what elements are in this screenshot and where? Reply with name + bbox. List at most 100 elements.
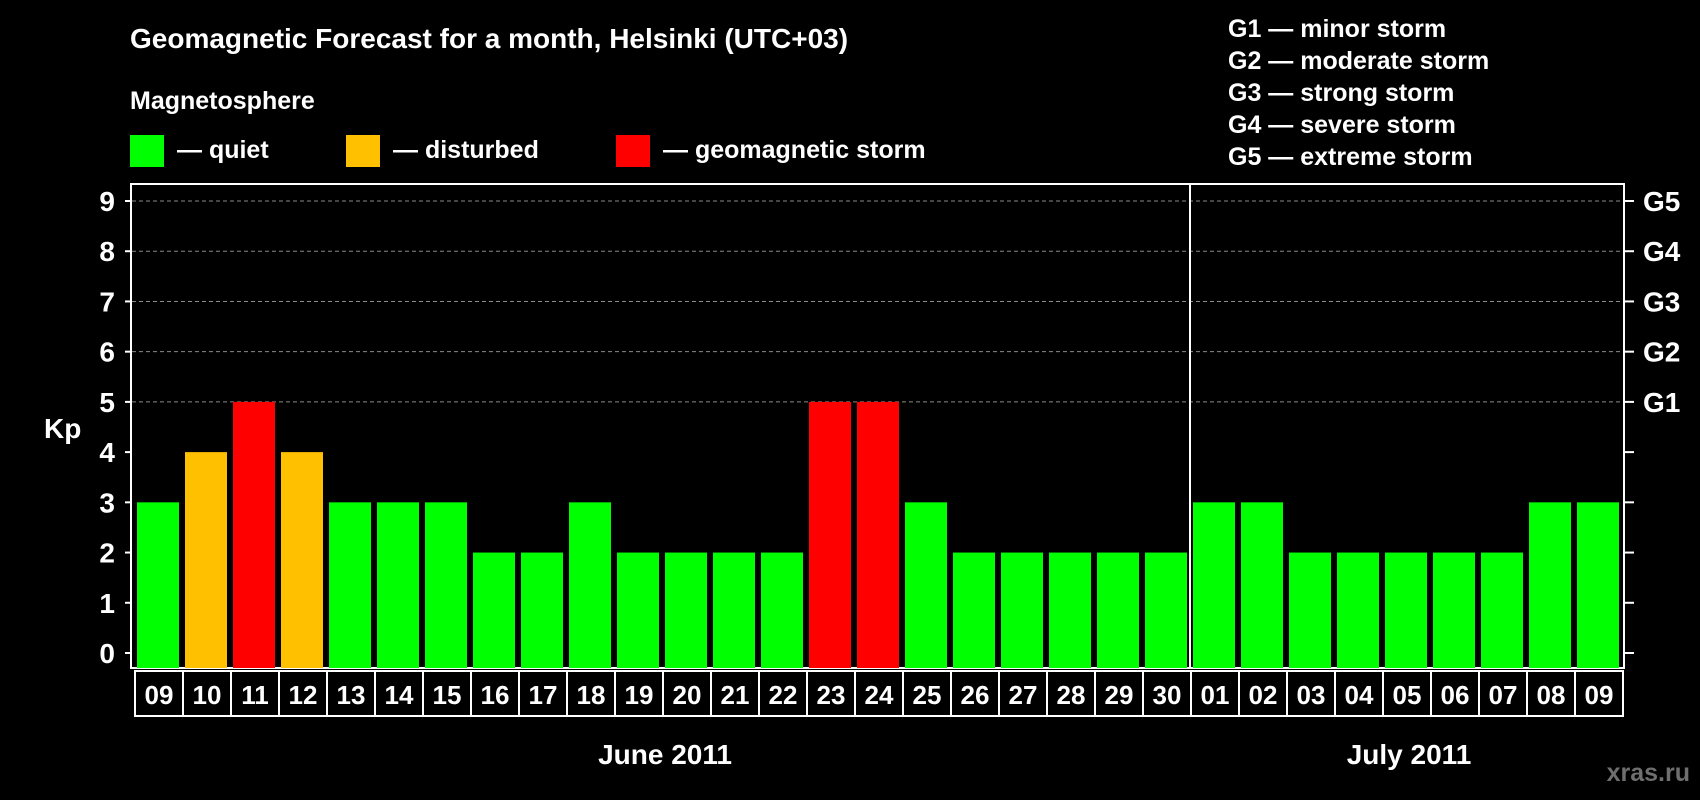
right-axis-label-g3: G3 bbox=[1643, 286, 1680, 317]
bar-17 bbox=[953, 552, 995, 668]
legend-label-quiet: — quiet bbox=[177, 136, 269, 164]
bar-24 bbox=[1289, 552, 1331, 668]
bar-6 bbox=[425, 502, 467, 668]
x-axis: 09 10 11 12 13 14 15 16 17 18 19 20 21 22 23 24 25 26 27 28… bbox=[134, 670, 1624, 717]
bar-11 bbox=[665, 552, 707, 668]
bar-0 bbox=[137, 502, 179, 668]
y-tick-label-6: 6 bbox=[99, 337, 115, 368]
y-tick-label-3: 3 bbox=[99, 487, 115, 518]
watermark: xras.ru bbox=[1607, 759, 1690, 787]
y-axis: 0 1 2 3 4 5 6 7 8 9 bbox=[99, 186, 131, 669]
x-tick-label-23: 02 bbox=[1249, 680, 1278, 710]
legend: — quiet — disturbed — geomagnetic storm bbox=[130, 135, 926, 167]
bar-23 bbox=[1241, 502, 1283, 668]
y-tick-label-4: 4 bbox=[99, 437, 115, 468]
right-axis-label-g4: G4 bbox=[1643, 236, 1681, 267]
bar-19 bbox=[1049, 552, 1091, 668]
x-tick-label-7: 16 bbox=[481, 680, 510, 710]
x-tick-label-15: 24 bbox=[865, 680, 894, 710]
chart-title: Geomagnetic Forecast for a month, Helsin… bbox=[130, 23, 848, 54]
legend-swatch-storm bbox=[616, 135, 650, 167]
right-axis-label-g5: G5 bbox=[1643, 186, 1680, 217]
bar-10 bbox=[617, 552, 659, 668]
bars-layer bbox=[137, 401, 1619, 668]
bar-30 bbox=[1577, 502, 1619, 668]
x-tick-label-0: 09 bbox=[145, 680, 174, 710]
bar-22 bbox=[1193, 502, 1235, 668]
bar-18 bbox=[1001, 552, 1043, 668]
x-tick-label-2: 11 bbox=[241, 680, 269, 710]
x-tick-label-26: 05 bbox=[1393, 680, 1422, 710]
x-tick-label-30: 09 bbox=[1585, 680, 1614, 710]
x-tick-label-6: 15 bbox=[433, 680, 462, 710]
y-tick-label-0: 0 bbox=[99, 638, 115, 669]
bar-25 bbox=[1337, 552, 1379, 668]
x-tick-label-13: 22 bbox=[769, 680, 798, 710]
x-tick-label-18: 27 bbox=[1009, 680, 1038, 710]
month-label-1: July 2011 bbox=[1347, 739, 1472, 770]
x-tick-label-20: 29 bbox=[1105, 680, 1134, 710]
bar-20 bbox=[1097, 552, 1139, 668]
y-tick-label-5: 5 bbox=[99, 387, 115, 418]
bar-4 bbox=[329, 502, 371, 668]
storm-scale-g3: G3 — strong storm bbox=[1228, 79, 1454, 107]
x-axis-box bbox=[134, 670, 1624, 717]
storm-scale-g2: G2 — moderate storm bbox=[1228, 47, 1489, 75]
bar-13 bbox=[761, 552, 803, 668]
y-tick-label-8: 8 bbox=[99, 236, 115, 267]
legend-label-disturbed: — disturbed bbox=[393, 136, 539, 164]
bar-9 bbox=[569, 502, 611, 668]
grid-layer bbox=[132, 184, 1623, 668]
x-tick-label-27: 06 bbox=[1441, 680, 1470, 710]
bar-1 bbox=[185, 452, 227, 668]
y-tick-label-9: 9 bbox=[99, 186, 115, 217]
x-tick-label-16: 25 bbox=[913, 680, 942, 710]
legend-heading: Magnetosphere bbox=[130, 87, 315, 115]
storm-scale-g1: G1 — minor storm bbox=[1228, 15, 1446, 43]
bar-7 bbox=[473, 552, 515, 668]
bar-21 bbox=[1145, 552, 1187, 668]
right-axis-label-g2: G2 bbox=[1643, 337, 1680, 368]
x-tick-label-29: 08 bbox=[1537, 680, 1566, 710]
x-tick-label-19: 28 bbox=[1057, 680, 1086, 710]
x-tick-label-3: 12 bbox=[289, 680, 318, 710]
x-tick-label-12: 21 bbox=[721, 680, 750, 710]
x-tick-label-14: 23 bbox=[817, 680, 846, 710]
x-tick-label-22: 01 bbox=[1201, 680, 1230, 710]
bar-5 bbox=[377, 502, 419, 668]
x-tick-label-17: 26 bbox=[961, 680, 990, 710]
x-tick-label-11: 20 bbox=[673, 680, 702, 710]
bar-2 bbox=[233, 401, 275, 668]
bar-3 bbox=[281, 452, 323, 668]
storm-scale-g5: G5 — extreme storm bbox=[1228, 143, 1473, 171]
legend-swatch-disturbed bbox=[346, 135, 380, 167]
bar-29 bbox=[1529, 502, 1571, 668]
month-labels: June 2011 July 2011 bbox=[598, 739, 1471, 770]
right-axis-label-g1: G1 bbox=[1643, 387, 1680, 418]
x-tick-label-24: 03 bbox=[1297, 680, 1326, 710]
legend-label-storm: — geomagnetic storm bbox=[663, 136, 926, 164]
bar-27 bbox=[1433, 552, 1475, 668]
storm-scale-g4: G4 — severe storm bbox=[1228, 111, 1456, 139]
bar-28 bbox=[1481, 552, 1523, 668]
x-tick-label-5: 14 bbox=[385, 680, 414, 710]
bar-26 bbox=[1385, 552, 1427, 668]
month-label-0: June 2011 bbox=[598, 739, 732, 770]
x-tick-label-21: 30 bbox=[1153, 680, 1182, 710]
x-tick-label-1: 10 bbox=[193, 680, 222, 710]
legend-swatch-quiet bbox=[130, 135, 164, 167]
x-tick-label-25: 04 bbox=[1345, 680, 1374, 710]
x-tick-label-28: 07 bbox=[1489, 680, 1518, 710]
x-tick-label-4: 13 bbox=[337, 680, 366, 710]
bar-12 bbox=[713, 552, 755, 668]
storm-scale-list: G1 — minor storm G2 — moderate storm G3 … bbox=[1228, 15, 1489, 171]
y-axis-label: Kp bbox=[44, 413, 81, 444]
x-tick-label-8: 17 bbox=[529, 680, 558, 710]
bar-8 bbox=[521, 552, 563, 668]
x-tick-label-9: 18 bbox=[577, 680, 606, 710]
y-tick-label-2: 2 bbox=[99, 538, 115, 569]
y-tick-label-7: 7 bbox=[99, 286, 115, 317]
bar-16 bbox=[905, 502, 947, 668]
bar-14 bbox=[809, 401, 851, 668]
